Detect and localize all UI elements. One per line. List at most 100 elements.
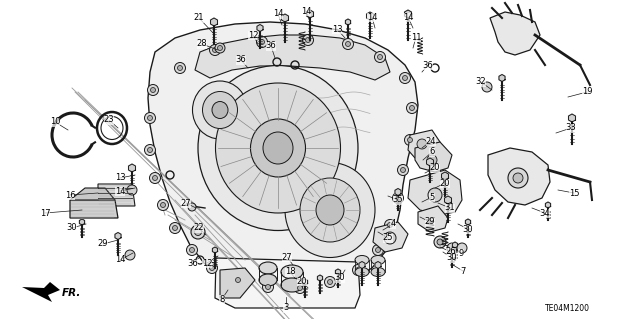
Polygon shape — [220, 268, 255, 298]
Text: 10: 10 — [50, 117, 60, 127]
Text: 21: 21 — [194, 13, 204, 23]
Ellipse shape — [285, 162, 375, 257]
Polygon shape — [317, 275, 323, 281]
Circle shape — [399, 72, 410, 84]
Circle shape — [417, 139, 427, 149]
Ellipse shape — [216, 83, 340, 213]
Circle shape — [236, 278, 241, 283]
Ellipse shape — [355, 256, 369, 264]
Polygon shape — [195, 35, 390, 80]
Circle shape — [397, 165, 408, 175]
Circle shape — [457, 243, 467, 253]
Text: 20: 20 — [440, 179, 451, 188]
Circle shape — [152, 175, 157, 181]
Text: 14: 14 — [403, 12, 413, 21]
Circle shape — [392, 192, 403, 204]
Text: 24: 24 — [426, 137, 436, 145]
Ellipse shape — [212, 101, 228, 118]
Polygon shape — [359, 262, 365, 269]
Polygon shape — [426, 158, 433, 166]
Ellipse shape — [259, 262, 277, 274]
Circle shape — [328, 279, 333, 285]
Text: 14: 14 — [115, 256, 125, 264]
Text: 11: 11 — [411, 33, 421, 41]
Circle shape — [305, 38, 310, 42]
Circle shape — [218, 46, 223, 50]
Circle shape — [298, 286, 303, 291]
Text: 36: 36 — [266, 41, 276, 50]
Polygon shape — [395, 189, 401, 196]
Ellipse shape — [371, 268, 385, 277]
Ellipse shape — [263, 132, 293, 164]
Text: 17: 17 — [40, 209, 51, 218]
Text: 18: 18 — [285, 268, 295, 277]
Polygon shape — [408, 130, 440, 158]
Text: 30: 30 — [67, 224, 77, 233]
Text: FR.: FR. — [62, 288, 81, 298]
Polygon shape — [215, 258, 360, 308]
Circle shape — [404, 135, 415, 145]
Circle shape — [147, 115, 152, 121]
Circle shape — [259, 40, 264, 44]
Polygon shape — [367, 12, 374, 20]
Polygon shape — [115, 233, 121, 240]
Polygon shape — [408, 170, 462, 215]
Circle shape — [207, 263, 218, 273]
Circle shape — [346, 41, 351, 47]
Polygon shape — [129, 164, 136, 172]
Circle shape — [384, 232, 396, 244]
Polygon shape — [415, 142, 452, 172]
Polygon shape — [449, 249, 454, 255]
Text: 15: 15 — [569, 189, 579, 197]
Circle shape — [401, 167, 406, 173]
Circle shape — [262, 281, 273, 293]
Polygon shape — [70, 200, 118, 218]
Text: 12: 12 — [248, 31, 259, 40]
Circle shape — [437, 239, 443, 245]
Text: 36: 36 — [422, 61, 433, 70]
Circle shape — [195, 228, 202, 235]
Circle shape — [408, 137, 413, 143]
Text: 14: 14 — [367, 12, 377, 21]
Text: 16: 16 — [65, 190, 76, 199]
Circle shape — [266, 285, 271, 290]
Text: 13: 13 — [332, 25, 342, 33]
Circle shape — [378, 55, 383, 60]
Polygon shape — [404, 10, 412, 18]
Text: 14: 14 — [115, 187, 125, 196]
Circle shape — [188, 203, 196, 211]
Polygon shape — [79, 219, 84, 225]
Text: TE04M1200: TE04M1200 — [545, 304, 590, 313]
Text: 4: 4 — [390, 219, 396, 228]
Circle shape — [173, 226, 177, 231]
Polygon shape — [452, 242, 458, 248]
Polygon shape — [282, 14, 289, 22]
Circle shape — [353, 264, 364, 276]
Text: 14: 14 — [301, 6, 311, 16]
Polygon shape — [445, 196, 451, 204]
Text: 25: 25 — [383, 234, 393, 242]
Text: 35: 35 — [393, 196, 403, 204]
Circle shape — [212, 48, 218, 53]
Circle shape — [170, 222, 180, 234]
Text: 31: 31 — [445, 204, 455, 212]
Ellipse shape — [355, 268, 369, 277]
Text: 27: 27 — [282, 253, 292, 262]
Circle shape — [396, 196, 401, 201]
Circle shape — [177, 65, 182, 70]
Circle shape — [145, 145, 156, 155]
Text: 26: 26 — [445, 248, 456, 256]
Text: 23: 23 — [104, 115, 115, 124]
Circle shape — [428, 188, 442, 202]
Polygon shape — [488, 148, 550, 205]
Circle shape — [376, 248, 381, 253]
Circle shape — [508, 168, 528, 188]
Polygon shape — [545, 202, 550, 208]
Text: 30: 30 — [447, 254, 458, 263]
Text: 9: 9 — [458, 249, 463, 257]
Text: 30: 30 — [463, 225, 474, 234]
Ellipse shape — [281, 278, 303, 292]
Text: 13: 13 — [115, 174, 125, 182]
Circle shape — [342, 39, 353, 49]
Text: 19: 19 — [582, 87, 592, 97]
